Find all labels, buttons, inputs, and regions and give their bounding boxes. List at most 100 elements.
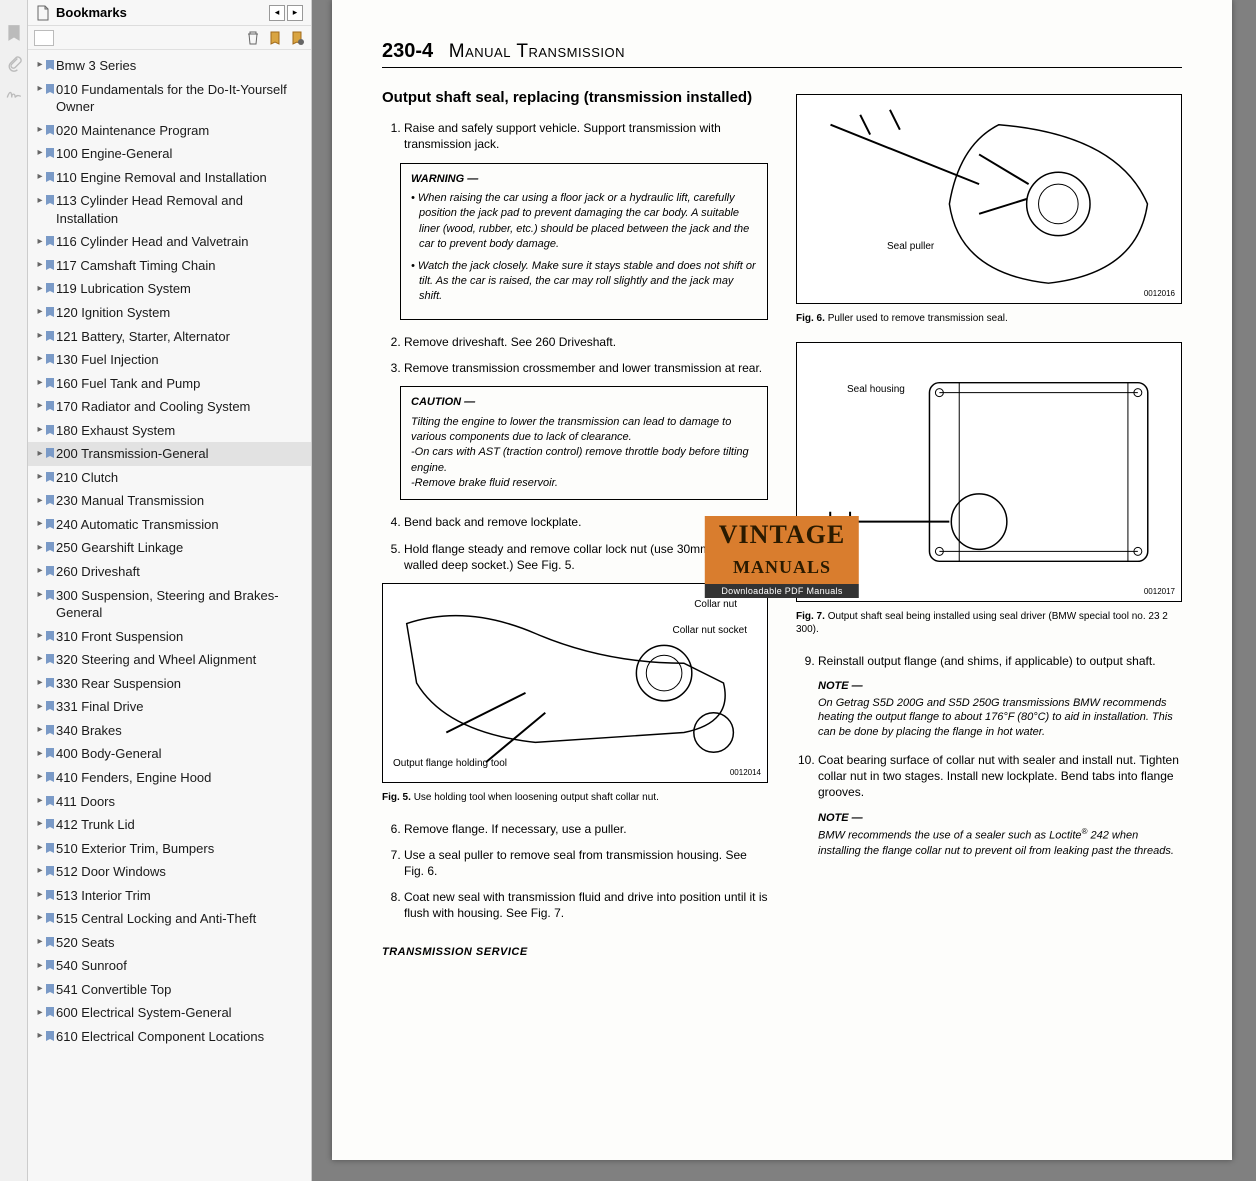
expand-icon[interactable]: ▸ bbox=[34, 653, 46, 665]
bookmark-item[interactable]: ▸117 Camshaft Timing Chain bbox=[28, 254, 311, 278]
expand-icon[interactable]: ▸ bbox=[34, 194, 46, 206]
bookmark-tab-icon[interactable] bbox=[5, 24, 23, 42]
bookmark-item[interactable]: ▸340 Brakes bbox=[28, 719, 311, 743]
signature-tab-icon[interactable] bbox=[5, 84, 23, 102]
bookmark-item[interactable]: ▸520 Seats bbox=[28, 931, 311, 955]
bookmark-item[interactable]: ▸515 Central Locking and Anti-Theft bbox=[28, 907, 311, 931]
bookmark-icon bbox=[46, 84, 54, 94]
bookmark-item[interactable]: ▸020 Maintenance Program bbox=[28, 119, 311, 143]
expand-icon[interactable]: ▸ bbox=[34, 724, 46, 736]
bookmark-item[interactable]: ▸210 Clutch bbox=[28, 466, 311, 490]
expand-icon[interactable]: ▸ bbox=[34, 565, 46, 577]
expand-icon[interactable]: ▸ bbox=[34, 677, 46, 689]
bookmark-item[interactable]: ▸121 Battery, Starter, Alternator bbox=[28, 325, 311, 349]
new-bookmark-icon[interactable] bbox=[267, 30, 283, 46]
expand-icon[interactable]: ▸ bbox=[34, 541, 46, 553]
expand-icon[interactable]: ▸ bbox=[34, 518, 46, 530]
fig7-num: 0012017 bbox=[1144, 587, 1175, 598]
expand-icon[interactable]: ▸ bbox=[34, 589, 46, 601]
expand-icon[interactable]: ▸ bbox=[34, 795, 46, 807]
bookmark-item[interactable]: ▸170 Radiator and Cooling System bbox=[28, 395, 311, 419]
bookmark-label: 300 Suspension, Steering and Brakes-Gene… bbox=[56, 587, 305, 622]
bookmark-item[interactable]: ▸ 541 Convertible Top bbox=[28, 978, 311, 1002]
expand-icon[interactable]: ▸ bbox=[34, 1006, 46, 1018]
bookmark-icon bbox=[46, 425, 54, 435]
expand-icon[interactable]: ▸ bbox=[34, 912, 46, 924]
bookmark-item[interactable]: ▸512 Door Windows bbox=[28, 860, 311, 884]
expand-icon[interactable]: ▸ bbox=[34, 700, 46, 712]
bookmark-item[interactable]: ▸116 Cylinder Head and Valvetrain bbox=[28, 230, 311, 254]
bookmark-item[interactable]: ▸ 119 Lubrication System bbox=[28, 277, 311, 301]
bookmark-label: 412 Trunk Lid bbox=[56, 816, 135, 834]
expand-icon[interactable]: ▸ bbox=[34, 959, 46, 971]
bookmark-icon bbox=[46, 195, 54, 205]
bookmark-item[interactable]: ▸ 400 Body-General bbox=[28, 742, 311, 766]
bookmark-item[interactable]: ▸120 Ignition System bbox=[28, 301, 311, 325]
expand-icon[interactable]: ▸ bbox=[34, 282, 46, 294]
bookmark-item[interactable]: ▸010 Fundamentals for the Do-It-Yourself… bbox=[28, 78, 311, 119]
expand-icon[interactable]: ▸ bbox=[34, 865, 46, 877]
bookmark-item[interactable]: ▸240 Automatic Transmission bbox=[28, 513, 311, 537]
bookmark-item[interactable]: ▸600 Electrical System-General bbox=[28, 1001, 311, 1025]
bookmark-item[interactable]: ▸513 Interior Trim bbox=[28, 884, 311, 908]
bookmark-label: 400 Body-General bbox=[56, 745, 162, 763]
expand-icon[interactable]: ▸ bbox=[34, 447, 46, 459]
expand-icon[interactable]: ▸ bbox=[34, 59, 46, 71]
expand-icon[interactable]: ▸ bbox=[34, 330, 46, 342]
bookmark-item[interactable]: ▸110 Engine Removal and Installation bbox=[28, 166, 311, 190]
expand-icon[interactable]: ▸ bbox=[34, 983, 46, 995]
expand-icon[interactable]: ▸ bbox=[34, 1030, 46, 1042]
expand-icon[interactable]: ▸ bbox=[34, 124, 46, 136]
bookmark-label: 541 Convertible Top bbox=[56, 981, 171, 999]
bookmark-item[interactable]: ▸320 Steering and Wheel Alignment bbox=[28, 648, 311, 672]
expand-icon[interactable]: ▸ bbox=[34, 83, 46, 95]
next-button[interactable]: ▸ bbox=[287, 5, 303, 21]
expand-icon[interactable]: ▸ bbox=[34, 147, 46, 159]
expand-icon[interactable]: ▸ bbox=[34, 494, 46, 506]
expand-icon[interactable]: ▸ bbox=[34, 377, 46, 389]
bookmark-item[interactable]: ▸330 Rear Suspension bbox=[28, 672, 311, 696]
expand-icon[interactable]: ▸ bbox=[34, 818, 46, 830]
expand-icon[interactable]: ▸ bbox=[34, 424, 46, 436]
bookmark-item[interactable]: ▸ 412 Trunk Lid bbox=[28, 813, 311, 837]
bookmark-item[interactable]: ▸331 Final Drive bbox=[28, 695, 311, 719]
document-viewport[interactable]: 230-4 Manual Transmission Output shaft s… bbox=[312, 0, 1256, 1181]
bookmark-tree[interactable]: ▸Bmw 3 Series▸010 Fundamentals for the D… bbox=[28, 50, 311, 1181]
bookmark-item[interactable]: ▸ 300 Suspension, Steering and Brakes-Gen… bbox=[28, 584, 311, 625]
bookmark-item[interactable]: ▸250 Gearshift Linkage bbox=[28, 536, 311, 560]
bookmark-item[interactable]: ▸260 Driveshaft bbox=[28, 560, 311, 584]
expand-icon[interactable]: ▸ bbox=[34, 889, 46, 901]
expand-icon[interactable]: ▸ bbox=[34, 747, 46, 759]
bookmark-item[interactable]: ▸130 Fuel Injection bbox=[28, 348, 311, 372]
bookmark-item[interactable]: ▸Bmw 3 Series bbox=[28, 54, 311, 78]
expand-icon[interactable]: ▸ bbox=[34, 630, 46, 642]
options-dropdown[interactable] bbox=[34, 30, 54, 46]
bookmark-item[interactable]: ▸180 Exhaust System bbox=[28, 419, 311, 443]
bookmark-item[interactable]: ▸113 Cylinder Head Removal and Installat… bbox=[28, 189, 311, 230]
bookmark-item[interactable]: ▸610 Electrical Component Locations bbox=[28, 1025, 311, 1049]
trash-icon[interactable] bbox=[245, 30, 261, 46]
attachment-tab-icon[interactable] bbox=[5, 54, 23, 72]
bookmark-settings-icon[interactable] bbox=[289, 30, 305, 46]
expand-icon[interactable]: ▸ bbox=[34, 771, 46, 783]
bookmark-item[interactable]: ▸410 Fenders, Engine Hood bbox=[28, 766, 311, 790]
expand-icon[interactable]: ▸ bbox=[34, 259, 46, 271]
expand-icon[interactable]: ▸ bbox=[34, 306, 46, 318]
expand-icon[interactable]: ▸ bbox=[34, 842, 46, 854]
bookmark-item[interactable]: ▸411 Doors bbox=[28, 790, 311, 814]
bookmark-item[interactable]: ▸200 Transmission-General bbox=[28, 442, 311, 466]
bookmark-item[interactable]: ▸100 Engine-General bbox=[28, 142, 311, 166]
bookmark-label: 119 Lubrication System bbox=[56, 280, 191, 298]
bookmark-item[interactable]: ▸230 Manual Transmission bbox=[28, 489, 311, 513]
expand-icon[interactable]: ▸ bbox=[34, 936, 46, 948]
bookmark-item[interactable]: ▸160 Fuel Tank and Pump bbox=[28, 372, 311, 396]
bookmark-item[interactable]: ▸510 Exterior Trim, Bumpers bbox=[28, 837, 311, 861]
bookmark-item[interactable]: ▸540 Sunroof bbox=[28, 954, 311, 978]
expand-icon[interactable]: ▸ bbox=[34, 235, 46, 247]
expand-icon[interactable]: ▸ bbox=[34, 171, 46, 183]
bookmark-item[interactable]: ▸310 Front Suspension bbox=[28, 625, 311, 649]
expand-icon[interactable]: ▸ bbox=[34, 471, 46, 483]
expand-icon[interactable]: ▸ bbox=[34, 400, 46, 412]
prev-button[interactable]: ◂ bbox=[269, 5, 285, 21]
expand-icon[interactable]: ▸ bbox=[34, 353, 46, 365]
